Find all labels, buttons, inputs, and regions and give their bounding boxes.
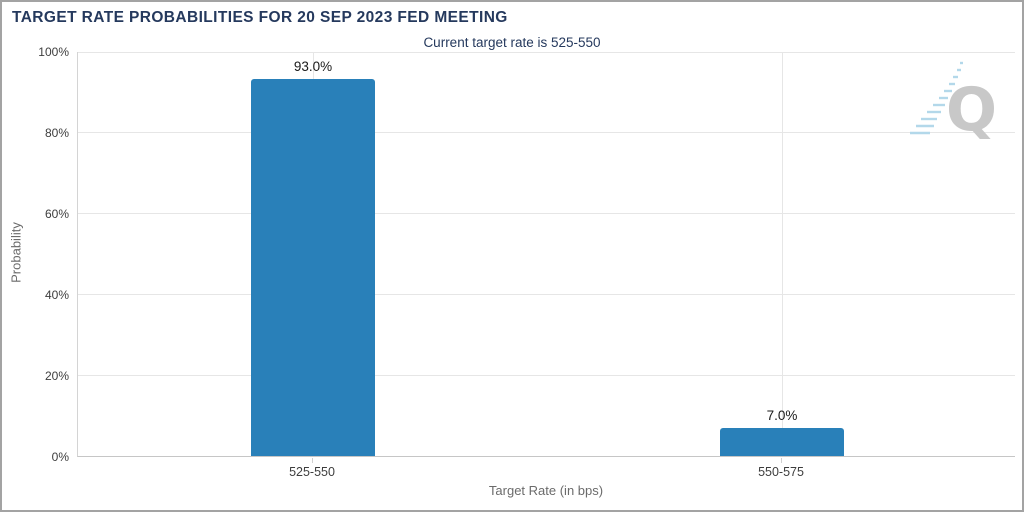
horizontal-gridline bbox=[78, 132, 1015, 133]
vertical-gridline bbox=[782, 52, 783, 456]
x-tick-mark bbox=[312, 458, 313, 463]
x-tick-label: 525-550 bbox=[289, 465, 335, 479]
x-tick-mark bbox=[781, 458, 782, 463]
bar-value-label: 7.0% bbox=[766, 408, 798, 423]
x-tick-label: 550-575 bbox=[758, 465, 804, 479]
horizontal-gridline bbox=[78, 213, 1015, 214]
watermark-q-letter: Q bbox=[946, 75, 997, 143]
plot-area: 93.0% 7.0% bbox=[77, 52, 1015, 457]
horizontal-gridline bbox=[78, 375, 1015, 376]
y-axis-title: Probability bbox=[8, 222, 24, 283]
chart-title: TARGET RATE PROBABILITIES FOR 20 SEP 202… bbox=[12, 9, 508, 26]
chart-subtitle: Current target rate is 525-550 bbox=[423, 35, 601, 50]
horizontal-gridline bbox=[78, 294, 1015, 295]
y-tick-label: 60% bbox=[44, 207, 69, 221]
y-tick-label: 0% bbox=[51, 450, 69, 464]
y-tick-label: 80% bbox=[44, 126, 69, 140]
y-tick-label: 100% bbox=[38, 45, 69, 59]
y-tick-label: 20% bbox=[44, 369, 69, 383]
x-axis-title: Target Rate (in bps) bbox=[488, 483, 604, 498]
probability-bar bbox=[251, 79, 375, 456]
horizontal-gridline bbox=[78, 52, 1015, 53]
watermark-q-logo: Q bbox=[910, 61, 997, 143]
watermark-dash-trail bbox=[910, 61, 963, 135]
y-tick-label: 40% bbox=[44, 288, 69, 302]
probability-bar bbox=[720, 428, 844, 456]
bar-value-label: 93.0% bbox=[293, 59, 333, 74]
